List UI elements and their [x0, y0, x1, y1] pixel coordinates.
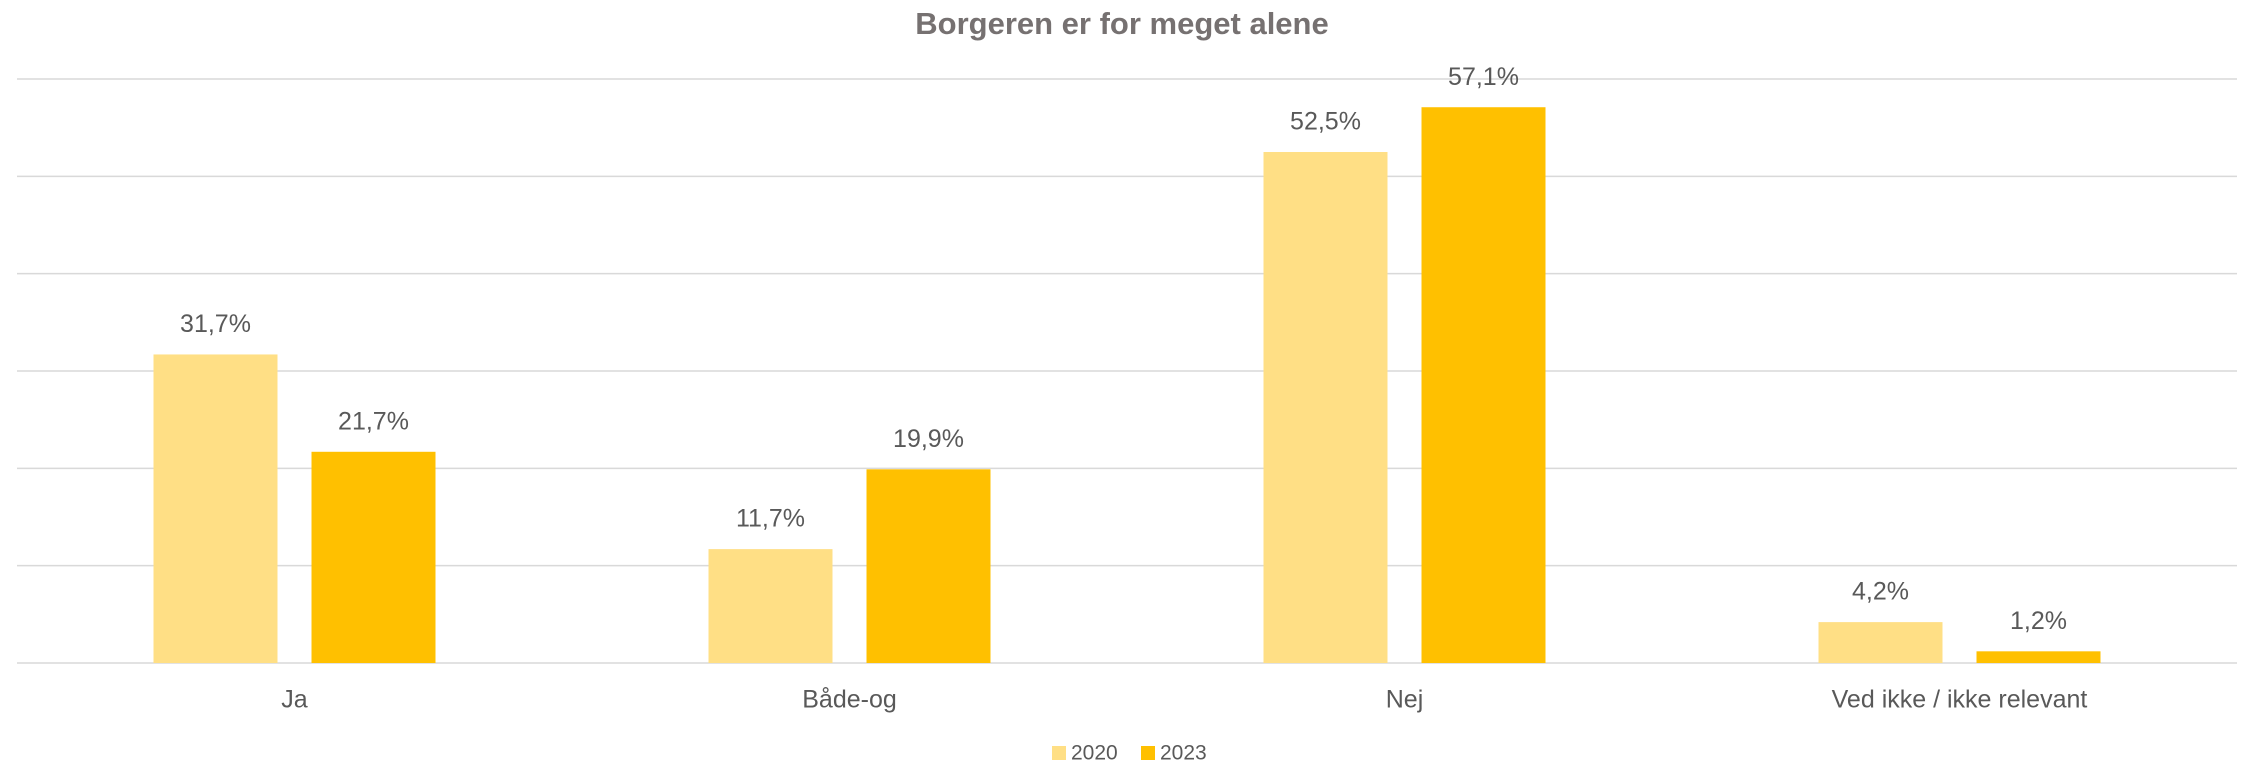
data-label: 31,7% [180, 310, 251, 338]
bar [1818, 622, 1943, 663]
data-label: 19,9% [893, 425, 964, 453]
bar [311, 451, 436, 663]
x-tick-label: Ved ikke / ikke relevant [1832, 686, 2088, 714]
bar [1263, 152, 1388, 663]
data-label: 4,2% [1852, 578, 1909, 606]
chart-title: Borgeren er for meget alene [915, 6, 1328, 41]
legend-label: 2023 [1160, 742, 1207, 765]
x-tick-label: Både-og [802, 686, 897, 714]
data-label: 52,5% [1290, 108, 1361, 136]
legend-swatch [1141, 746, 1155, 760]
bar [1976, 651, 2101, 663]
data-label: 21,7% [338, 407, 409, 435]
bar [866, 469, 991, 663]
legend-swatch [1052, 746, 1066, 760]
data-label: 11,7% [736, 505, 805, 533]
x-tick-label: Nej [1386, 686, 1424, 714]
bar [153, 354, 278, 663]
data-label: 1,2% [2010, 607, 2067, 635]
x-tick-label: Ja [281, 686, 308, 714]
legend-label: 2020 [1071, 742, 1118, 765]
bar [708, 549, 833, 663]
bar [1421, 107, 1546, 663]
data-label: 57,1% [1448, 63, 1519, 91]
